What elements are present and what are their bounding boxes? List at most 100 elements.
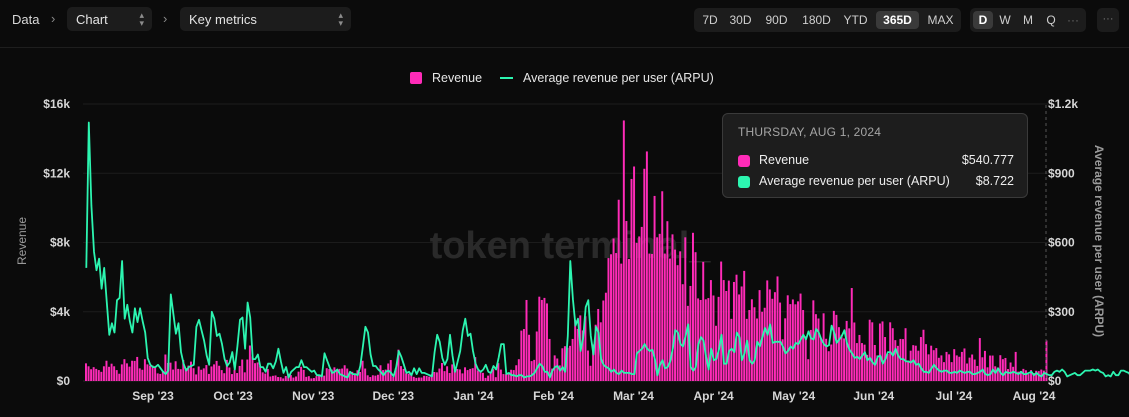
revenue-bar [392,376,395,381]
revenue-bar [448,373,451,381]
revenue-bar [113,366,116,381]
range-7d[interactable]: 7D [702,13,718,27]
breadcrumb-data[interactable]: Data [12,12,40,27]
revenue-bar [417,377,420,381]
chevron-right-icon: › [51,11,56,26]
range-365d[interactable]: 365D [876,11,919,29]
revenue-bar [400,366,402,381]
revenue-bar [441,363,443,381]
revenue-bar [487,375,490,381]
revenue-bar [284,375,287,381]
x-tick-label: Jun '24 [853,389,894,403]
revenue-bar [546,303,548,381]
revenue-bar [909,350,912,381]
revenue-bar [335,370,338,381]
revenue-bar [781,339,784,381]
range-ytd[interactable]: YTD [843,13,868,27]
revenue-bar [612,238,615,381]
revenue-bar [325,368,328,381]
range-90d[interactable]: 90D [765,13,788,27]
granularity-day[interactable]: D [973,11,993,29]
range-180d[interactable]: 180D [802,13,831,27]
revenue-bar [1019,370,1022,381]
revenue-bar [143,359,146,381]
view-select[interactable]: Chart ▴ ▾ [67,7,152,31]
revenue-bar [850,288,853,381]
revenue-bar [712,295,715,381]
revenue-bar [896,345,899,381]
granularity-quarter[interactable]: Q [1046,13,1056,27]
revenue-bar [1001,359,1004,381]
revenue-bar [958,356,961,381]
revenue-bar [120,364,123,381]
revenue-bar [476,370,479,381]
revenue-bar [359,372,362,381]
revenue-bar [307,376,310,381]
range-max[interactable]: MAX [927,13,954,27]
revenue-bar [146,364,149,381]
legend-revenue-label[interactable]: Revenue [432,71,482,85]
revenue-bar [551,368,554,381]
revenue-bar [397,349,400,381]
revenue-bar [617,199,620,381]
revenue-bar [243,372,246,381]
revenue-bar [1009,362,1012,381]
revenue-bar [517,359,520,381]
revenue-bar [725,290,728,381]
revenue-bar [197,366,200,381]
revenue-bar [141,369,144,381]
revenue-bar [271,375,274,381]
revenue-bar [520,330,523,381]
revenue-bar [666,221,669,381]
revenue-bar [630,178,633,381]
granularity-month[interactable]: M [1023,13,1033,27]
revenue-bar [428,376,431,381]
revenue-bar [443,371,446,381]
revenue-bar [602,300,605,381]
metric-select[interactable]: Key metrics ▴ ▾ [180,7,351,31]
revenue-bar [1017,371,1020,381]
revenue-bar [433,372,436,381]
revenue-bar [622,120,625,381]
granularity-week[interactable]: W [999,13,1011,27]
more-icon[interactable]: ··· [1067,13,1079,27]
top-toolbar: Data › Chart ▴ ▾ › Key metrics ▴ ▾ 7D 30D … [0,0,1129,40]
revenue-bar [438,368,441,381]
revenue-bar [205,365,208,381]
y-right-tick-label: $600 [1048,236,1075,250]
toolbar-divider [0,47,1129,48]
tooltip-revenue-swatch [738,155,750,167]
revenue-bar [499,369,502,381]
revenue-bar [594,324,597,381]
tooltip-row-arpu: Average revenue per user (ARPU) $8.722 [738,174,1014,190]
revenue-bar [968,357,971,381]
revenue-bar [379,365,382,381]
revenue-bar [330,369,333,381]
revenue-bar [479,371,482,381]
revenue-bar [138,368,141,381]
menu-more-icon[interactable]: ··· [1097,8,1119,32]
revenue-bar [735,274,738,381]
revenue-bar [269,376,272,381]
revenue-bar [999,355,1002,381]
revenue-bar [825,338,828,381]
tooltip-arpu-name: Average revenue per user (ARPU) [759,174,950,188]
revenue-bar [878,323,881,381]
revenue-bar [727,280,730,381]
revenue-bar [894,340,897,381]
revenue-bar [228,367,231,381]
revenue-bar [835,314,838,381]
revenue-bar [464,367,467,381]
revenue-bar [220,370,223,381]
revenue-bar [233,369,236,381]
revenue-bar [940,355,943,381]
range-30d[interactable]: 30D [729,13,752,27]
revenue-bar [423,375,426,381]
x-tick-label: Oct '23 [213,389,253,403]
legend-arpu-label[interactable]: Average revenue per user (ARPU) [523,71,714,85]
revenue-bar [538,296,541,381]
revenue-bar [540,299,543,381]
revenue-bar [1007,369,1009,381]
x-axis: Sep '23 Oct '23 Nov '23 Dec '23 Jan '24 Feb '… [132,389,1056,403]
revenue-bar [361,360,364,381]
